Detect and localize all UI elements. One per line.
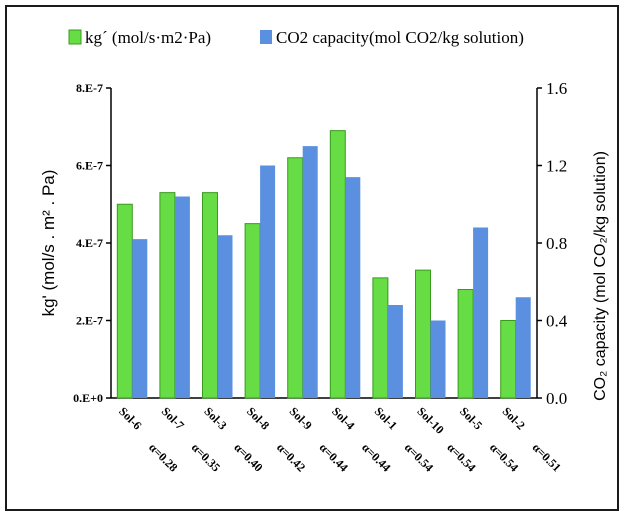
bar-kg-sol-6	[116, 203, 133, 399]
bar-co2-sol-4	[345, 177, 361, 398]
bar-kg-sol-2	[500, 320, 517, 399]
left-axis-ticks: 0.E+0 2.E-7 4.E-7 6.E-7 8.E-7	[73, 81, 111, 405]
left-tick-label: 2.E-7	[76, 314, 103, 328]
bar-co2-sol-8	[260, 165, 276, 398]
legend-label-kg: kg´ (mol/s·m2·Pa)	[85, 28, 211, 47]
bar-co2-sol-7	[174, 196, 190, 398]
legend-label-co2: CO2 capacity(mol CO2/kg solution)	[276, 28, 524, 47]
bar-kg-sol-5	[457, 289, 474, 399]
right-tick-label: 0.4	[546, 312, 568, 331]
right-axis-ticks: 0.0 0.4 0.8 1.2 1.6	[537, 79, 568, 408]
legend: kg´ (mol/s·m2·Pa) CO2 capacity(mol CO2/k…	[68, 28, 524, 47]
bar-co2-sol-2	[515, 297, 531, 398]
bar-co2-sol-1	[387, 305, 403, 398]
left-tick-label: 6.E-7	[76, 159, 103, 173]
bar-co2-sol-10	[430, 320, 446, 398]
bar-co2-sol-3	[217, 235, 233, 398]
right-tick-label: 0.0	[546, 389, 567, 408]
bar-kg-sol-1	[372, 277, 389, 399]
bar-kg-sol-9	[287, 157, 304, 399]
legend-swatch-co2	[260, 30, 272, 44]
bar-co2-sol-9	[302, 146, 318, 398]
left-tick-label: 0.E+0	[73, 391, 103, 405]
right-tick-label: 1.2	[546, 157, 567, 176]
legend-swatch-kg	[68, 29, 82, 45]
bar-kg-sol-8	[244, 223, 261, 399]
bar-kg-sol-7	[159, 192, 176, 399]
bar-co2-sol-6	[132, 239, 148, 398]
bar-co2-sol-5	[473, 227, 489, 398]
y-axis-right-label: CO₂ capacity (mol CO₂/kg solution)	[592, 151, 609, 401]
y-axis-left-label: kg' (mol/s . m² . Pa)	[39, 170, 58, 317]
bars	[116, 130, 531, 399]
left-tick-label: 4.E-7	[76, 236, 103, 250]
bar-kg-sol-4	[329, 130, 346, 399]
bar-kg-sol-10	[415, 269, 431, 399]
right-tick-label: 1.6	[546, 79, 567, 98]
right-tick-label: 0.8	[546, 234, 567, 253]
bar-kg-sol-3	[202, 192, 218, 399]
left-tick-label: 8.E-7	[76, 81, 103, 95]
